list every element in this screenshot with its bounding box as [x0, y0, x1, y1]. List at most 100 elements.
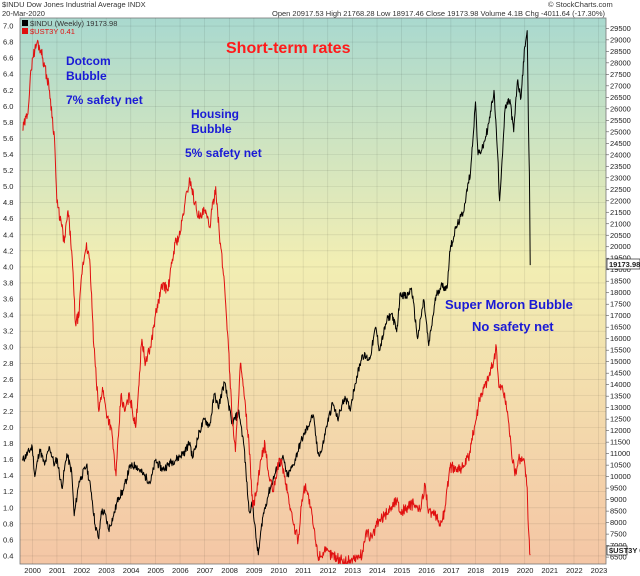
left-tick-label: 3.0 [3, 343, 13, 352]
right-tick-label: 14000 [610, 380, 631, 389]
annotation-dotcom-2: Bubble [66, 69, 107, 83]
left-tick-label: 1.2 [3, 487, 13, 496]
x-tick-label: 2008 [221, 566, 238, 575]
right-tick-label: 27500 [610, 70, 631, 79]
right-tick-label: 8500 [610, 507, 627, 516]
x-tick-label: 2018 [468, 566, 485, 575]
right-tick-label: 27000 [610, 81, 631, 90]
left-tick-label: 2.6 [3, 375, 13, 384]
chart-symbol-title: $INDU Dow Jones Industrial Average INDX [2, 0, 146, 9]
left-tick-label: 0.6 [3, 535, 13, 544]
gridlines [20, 18, 606, 564]
right-tick-label: 8000 [610, 518, 627, 527]
x-tick-label: 2019 [492, 566, 509, 575]
x-tick-label: 2021 [541, 566, 558, 575]
x-tick-label: 2010 [271, 566, 288, 575]
x-tick-label: 2003 [98, 566, 115, 575]
ust3y-rate-series-line [22, 39, 531, 564]
x-tick-label: 2012 [320, 566, 337, 575]
left-tick-label: 4.4 [3, 230, 13, 239]
x-tick-label: 2016 [418, 566, 435, 575]
right-tick-label: 10000 [610, 472, 631, 481]
right-axis-ticks: 6500 7000 7500 8000 8500 9000 9500 10000 10500 11… [606, 24, 631, 562]
left-tick-label: 3.8 [3, 278, 13, 287]
right-tick-label: 7000 [610, 541, 627, 550]
left-tick-label: 0.8 [3, 519, 13, 528]
right-tick-label: 11500 [610, 438, 630, 447]
right-tick-label: 16500 [610, 323, 631, 332]
left-tick-label: 2.8 [3, 359, 13, 368]
right-tick-label: 19500 [610, 254, 631, 263]
legend-ust-swatch [22, 28, 28, 34]
right-tick-label: 18500 [610, 277, 631, 286]
left-tick-label: 5.2 [3, 166, 13, 175]
x-tick-label: 2022 [566, 566, 583, 575]
left-tick-label: 5.6 [3, 134, 13, 143]
left-tick-label: 1.4 [3, 471, 13, 480]
left-tick-label: 5.8 [3, 118, 13, 127]
right-tick-label: 26500 [610, 93, 631, 102]
annotation-housing-1: Housing [191, 107, 239, 121]
right-tick-label: 13500 [610, 392, 631, 401]
right-tick-label: 9000 [610, 495, 627, 504]
left-tick-label: 0.4 [3, 551, 13, 560]
x-tick-label: 2005 [147, 566, 164, 575]
right-tick-label: 28500 [610, 47, 631, 56]
annotation-dotcom-1: Dotcom [66, 54, 111, 68]
right-tick-label: 12500 [610, 415, 631, 424]
right-tick-label: 25000 [610, 127, 631, 136]
left-tick-label: 2.0 [3, 423, 13, 432]
annotation-dotcom-net: 7% safety net [66, 93, 143, 107]
rate-last-value-tag: $UST3Y 0.41 [606, 545, 640, 556]
right-tick-label: 6500 [610, 553, 627, 562]
left-tick-label: 6.0 [3, 102, 13, 111]
annotation-housing-2: Bubble [191, 122, 232, 136]
x-tick-label: 2017 [443, 566, 460, 575]
right-tick-label: 11000 [610, 449, 630, 458]
left-tick-label: 6.2 [3, 86, 13, 95]
left-axis-ticks: 0.4 0.6 0.8 1.0 1.2 1.4 1.6 1.8 2.0 2.2 2.4 2.6 2.8 3… [3, 22, 13, 561]
left-tick-label: 6.4 [3, 70, 13, 79]
right-tick-label: 23500 [610, 162, 631, 171]
right-tick-label: 25500 [610, 116, 631, 125]
legend-ust3y: $UST3Y 0.41 [30, 27, 75, 36]
left-tick-label: 4.0 [3, 262, 13, 271]
left-tick-label: 4.2 [3, 246, 13, 255]
right-tick-label: 12000 [610, 426, 631, 435]
x-tick-label: 2001 [49, 566, 66, 575]
left-tick-label: 2.4 [3, 391, 13, 400]
x-tick-label: 2009 [246, 566, 263, 575]
x-tick-label: 2013 [344, 566, 361, 575]
right-tick-label: 16000 [610, 334, 631, 343]
x-tick-label: 2014 [369, 566, 386, 575]
left-tick-label: 3.4 [3, 311, 13, 320]
right-tick-label: 23000 [610, 173, 631, 182]
left-tick-label: 2.2 [3, 407, 13, 416]
x-tick-label: 2011 [295, 566, 311, 575]
right-tick-label: 26000 [610, 104, 631, 113]
left-tick-label: 1.8 [3, 439, 13, 448]
right-tick-label: 24000 [610, 150, 631, 159]
left-tick-label: 5.4 [3, 150, 13, 159]
right-tick-label: 17000 [610, 311, 631, 320]
right-tick-label: 18000 [610, 288, 631, 297]
right-tick-label: 20000 [610, 242, 631, 251]
x-tick-label: 2004 [123, 566, 140, 575]
right-tick-label: 28000 [610, 58, 631, 67]
annotation-housing-net: 5% safety net [185, 146, 262, 160]
right-tick-label: 15500 [610, 346, 631, 355]
legend-dow: $INDU (Weekly) 19173.98 [30, 19, 117, 28]
right-tick-label: 24500 [610, 139, 631, 148]
right-tick-label: 15000 [610, 357, 631, 366]
right-tick-label: 20500 [610, 231, 631, 240]
left-tick-label: 4.6 [3, 214, 13, 223]
left-tick-label: 1.6 [3, 455, 13, 464]
right-tick-label: 21500 [610, 208, 631, 217]
right-tick-label: 14500 [610, 369, 631, 378]
left-tick-label: 3.6 [3, 295, 13, 304]
stockcharts-watermark: © StockCharts.com [548, 0, 613, 9]
annotation-super-2: No safety net [472, 319, 554, 334]
left-tick-label: 6.6 [3, 54, 13, 63]
right-tick-label: 22500 [610, 185, 631, 194]
